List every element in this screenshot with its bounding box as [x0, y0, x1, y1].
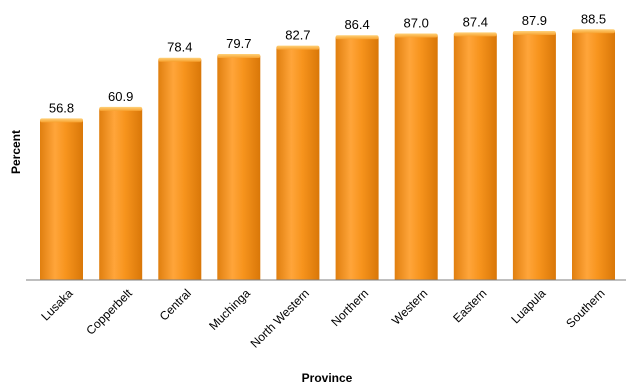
x-tick-label: Southern [563, 286, 607, 330]
bar-cap-northern [335, 35, 379, 40]
x-tick-label: Eastern [450, 286, 489, 325]
x-tick-label: Muchinga [206, 286, 253, 333]
bars-group [40, 29, 615, 281]
x-tick-label: Western [389, 286, 430, 327]
value-label: 78.4 [167, 40, 192, 55]
x-tick-label: North Western [248, 286, 312, 350]
bar-cap-luapula [512, 31, 556, 35]
y-axis-title: Percent [9, 130, 23, 174]
bar-eastern [453, 34, 497, 281]
x-tick-label: Central [157, 286, 194, 323]
value-label: 87.9 [522, 13, 547, 28]
value-labels-group: 56.8 60.9 78.4 79.7 82.7 86.4 87.0 87.4 87.9 88.5 [49, 11, 606, 115]
bar-copperbelt [99, 108, 143, 281]
bar-cap-north-western [276, 45, 320, 50]
value-label: 88.5 [581, 11, 606, 26]
x-tick-label: Luapula [508, 286, 548, 326]
bar-cap-lusaka [40, 118, 83, 123]
x-tick-label: Northern [328, 286, 371, 329]
value-label: 82.7 [285, 28, 310, 43]
bar-lusaka [40, 120, 83, 281]
x-tick-label: Lusaka [38, 286, 75, 323]
value-label: 56.8 [49, 100, 74, 115]
value-label: 87.4 [463, 14, 488, 29]
value-label: 86.4 [344, 17, 369, 32]
value-label: 87.0 [404, 16, 429, 31]
bar-cap-western [394, 33, 438, 38]
bar-muchinga [217, 56, 261, 280]
bar-north-western [276, 47, 320, 280]
value-label: 79.7 [226, 36, 251, 51]
bar-western [394, 35, 438, 280]
value-label: 60.9 [108, 89, 133, 104]
bar-cap-eastern [453, 32, 497, 37]
bar-northern [335, 37, 379, 281]
bar-central [158, 59, 202, 281]
bar-cap-muchinga [217, 54, 261, 58]
x-tick-label: Copperbelt [83, 286, 135, 338]
bar-cap-southern [572, 29, 615, 34]
bar-southern [572, 31, 615, 280]
bar-cap-central [158, 57, 202, 62]
x-axis-title: Province [302, 371, 353, 385]
bar-luapula [512, 33, 556, 280]
bar-cap-copperbelt [99, 106, 143, 111]
